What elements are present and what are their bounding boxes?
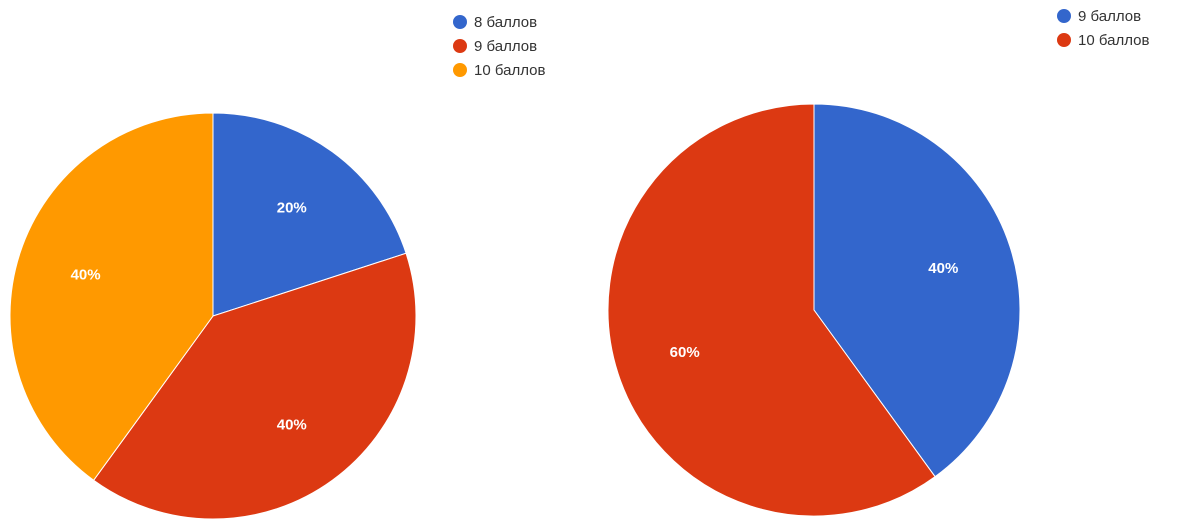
pie-1-legend-label-1: 8 баллов bbox=[474, 14, 537, 31]
pie-1-slice-2-label: 40% bbox=[277, 416, 307, 433]
pie-2-legend-item-2: 10 баллов bbox=[1057, 32, 1149, 49]
pie-1-legend-swatch-3 bbox=[453, 63, 467, 77]
pie-2-legend: 9 баллов 10 баллов bbox=[1057, 8, 1149, 49]
pie-1-legend-item-2: 9 баллов bbox=[453, 38, 537, 55]
pie-1-slice-1-label: 20% bbox=[277, 200, 307, 217]
pie-1-legend-item-1: 8 баллов bbox=[453, 14, 537, 31]
pie-chart-1: 20% 40% 40% 8 баллов 9 баллов 10 баллов bbox=[10, 14, 545, 519]
pie-2-legend-swatch-2 bbox=[1057, 33, 1071, 47]
pie-1-slices bbox=[10, 113, 416, 519]
pie-2-slice-2-label: 60% bbox=[670, 344, 700, 361]
pie-2-legend-item-1: 9 баллов bbox=[1057, 8, 1141, 25]
pie-1-legend-swatch-1 bbox=[453, 15, 467, 29]
pie-2-legend-label-1: 9 баллов bbox=[1078, 8, 1141, 25]
pie-2-slices bbox=[608, 104, 1020, 516]
pie-2-legend-label-2: 10 баллов bbox=[1078, 32, 1149, 49]
pie-1-slice-3-label: 40% bbox=[71, 267, 101, 284]
pie-2-legend-swatch-1 bbox=[1057, 9, 1071, 23]
pie-1-legend-item-3: 10 баллов bbox=[453, 62, 545, 79]
pie-chart-2: 40% 60% 9 баллов 10 баллов bbox=[608, 8, 1149, 516]
pie-1-legend-swatch-2 bbox=[453, 39, 467, 53]
pie-1-legend: 8 баллов 9 баллов 10 баллов bbox=[453, 14, 545, 79]
pie-1-legend-label-2: 9 баллов bbox=[474, 38, 537, 55]
pie-2-slice-1-label: 40% bbox=[928, 260, 958, 277]
pie-1-legend-label-3: 10 баллов bbox=[474, 62, 545, 79]
